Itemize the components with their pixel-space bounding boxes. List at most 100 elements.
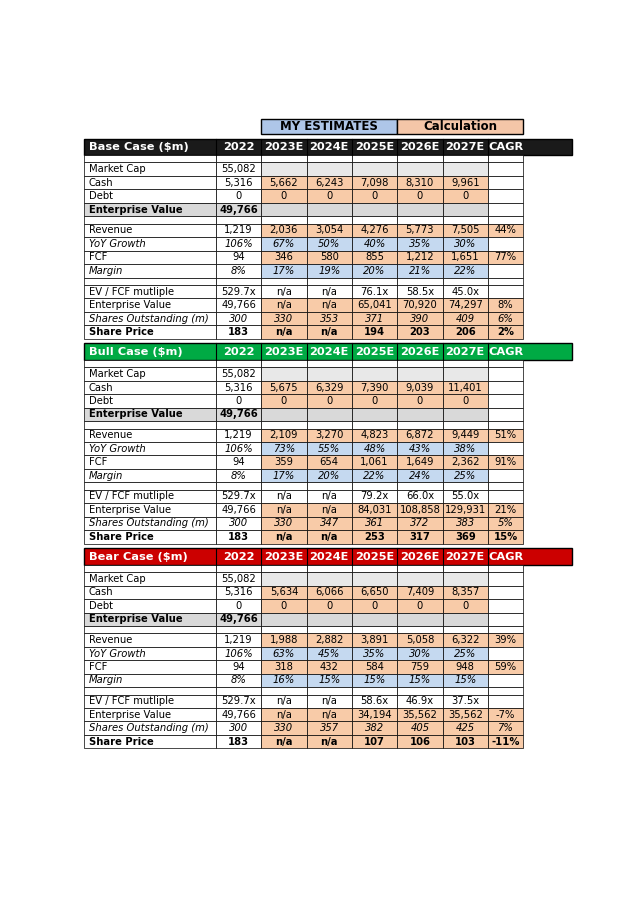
Bar (84, 380, 216, 394)
Bar (216, 633, 261, 646)
Bar (84, 456, 216, 469)
Bar (488, 660, 523, 674)
Bar (442, 429, 488, 442)
Text: 359: 359 (275, 458, 293, 468)
Bar (261, 660, 307, 674)
Bar (307, 202, 352, 216)
Bar (84, 394, 216, 408)
Bar (442, 687, 488, 695)
Bar (216, 429, 261, 442)
Bar (261, 482, 307, 489)
Bar (261, 586, 307, 599)
Text: 0: 0 (326, 396, 332, 406)
Text: 22%: 22% (364, 470, 386, 480)
Text: 30%: 30% (454, 239, 476, 249)
Text: 1,651: 1,651 (451, 252, 479, 262)
Bar (397, 299, 442, 311)
Text: 5,316: 5,316 (224, 178, 253, 188)
Text: 0: 0 (281, 396, 287, 406)
Bar (397, 530, 442, 544)
Bar (397, 163, 442, 176)
Text: 59%: 59% (494, 662, 516, 672)
Text: 357: 357 (319, 724, 339, 734)
Bar (397, 517, 442, 530)
Text: 654: 654 (320, 458, 339, 468)
Text: 1,219: 1,219 (224, 225, 253, 235)
Bar (488, 586, 523, 599)
Text: CAGR: CAGR (488, 142, 523, 152)
Text: n/a: n/a (276, 301, 292, 311)
Bar (261, 408, 307, 421)
Bar (352, 360, 397, 368)
Text: 0: 0 (462, 396, 468, 406)
Text: 0: 0 (281, 601, 287, 611)
Text: 0: 0 (236, 192, 242, 202)
Bar (397, 674, 442, 687)
Bar (397, 408, 442, 421)
Bar (442, 421, 488, 429)
Bar (352, 489, 397, 503)
Bar (216, 408, 261, 421)
Text: 0: 0 (417, 601, 423, 611)
Text: Shares Outstanding (m): Shares Outstanding (m) (89, 724, 209, 734)
Bar (216, 421, 261, 429)
Bar (307, 722, 352, 735)
Bar (397, 565, 442, 572)
Text: 49,766: 49,766 (219, 615, 258, 625)
Text: 5,675: 5,675 (269, 382, 298, 392)
Bar (397, 360, 442, 368)
Text: 5,058: 5,058 (406, 635, 434, 645)
Bar (84, 548, 572, 565)
Text: 2027E: 2027E (445, 347, 485, 357)
Bar (84, 517, 216, 530)
Bar (352, 216, 397, 223)
Text: 7,505: 7,505 (451, 225, 479, 235)
Bar (216, 572, 261, 586)
Text: 194: 194 (364, 327, 385, 337)
Bar (352, 223, 397, 237)
Bar (261, 325, 307, 339)
Text: FCF: FCF (89, 458, 108, 468)
Bar (352, 380, 397, 394)
Bar (442, 469, 488, 482)
Bar (216, 251, 261, 264)
Text: 2026E: 2026E (400, 142, 440, 152)
Bar (216, 442, 261, 456)
Bar (307, 216, 352, 223)
Bar (216, 190, 261, 202)
Bar (216, 565, 261, 572)
Bar (84, 237, 216, 251)
Bar (307, 325, 352, 339)
Bar (442, 408, 488, 421)
Bar (216, 325, 261, 339)
Bar (84, 695, 216, 708)
Text: 6,322: 6,322 (451, 635, 479, 645)
Bar (261, 456, 307, 469)
Text: 2026E: 2026E (400, 551, 440, 561)
Text: YoY Growth: YoY Growth (89, 239, 146, 249)
Bar (488, 646, 523, 660)
Bar (84, 163, 216, 176)
Text: CAGR: CAGR (488, 551, 523, 561)
Bar (261, 626, 307, 633)
Bar (488, 360, 523, 368)
Bar (261, 311, 307, 325)
Bar (216, 735, 261, 748)
Bar (442, 190, 488, 202)
Text: 369: 369 (455, 532, 476, 542)
Text: 15%: 15% (364, 676, 386, 686)
Bar (84, 565, 216, 572)
Text: 432: 432 (320, 662, 339, 672)
Text: Bull Case ($m): Bull Case ($m) (89, 347, 182, 357)
Bar (216, 394, 261, 408)
Bar (261, 299, 307, 311)
Text: 20%: 20% (364, 266, 386, 276)
Bar (442, 285, 488, 299)
Text: 40%: 40% (364, 239, 386, 249)
Bar (352, 633, 397, 646)
Text: n/a: n/a (321, 736, 338, 746)
Text: 74,297: 74,297 (448, 301, 483, 311)
Bar (216, 489, 261, 503)
Bar (442, 674, 488, 687)
Text: Cash: Cash (89, 587, 113, 597)
